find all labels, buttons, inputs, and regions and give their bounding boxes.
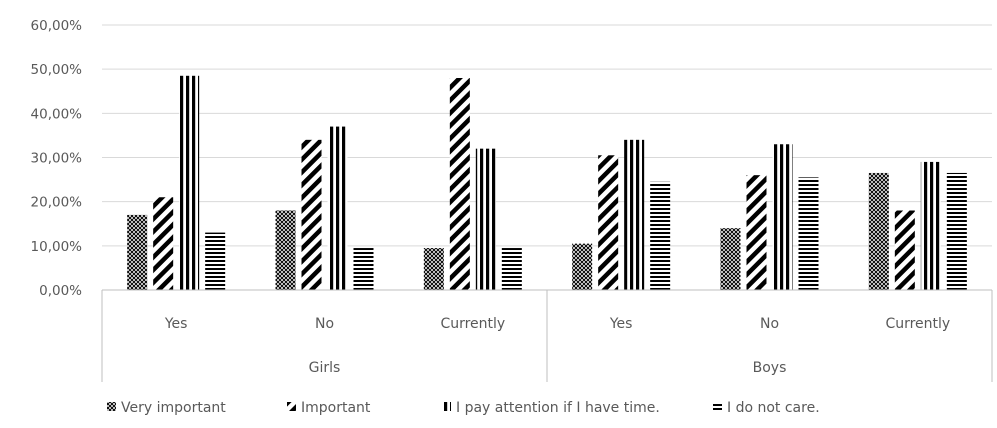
y-tick-label: 0,00%	[39, 283, 82, 299]
category-labels: Yes No Currently Yes No Currently Girls Boys	[164, 316, 950, 376]
legend-swatch	[287, 402, 296, 411]
y-tick-label: 60,00%	[31, 18, 83, 34]
y-tick-label: 50,00%	[31, 62, 83, 78]
bar-diagonal	[894, 210, 915, 290]
group-label: Girls	[309, 360, 341, 376]
legend-label: I do not care.	[727, 400, 820, 416]
legend-swatch	[442, 402, 451, 411]
legend-swatch	[713, 402, 722, 411]
y-tick-label: 10,00%	[31, 239, 83, 255]
category-label: Currently	[440, 316, 505, 332]
legend-label: I pay attention if I have time.	[456, 400, 660, 416]
legend-label: Very important	[121, 400, 226, 416]
legend-label: Important	[301, 400, 371, 416]
bar-horizontal	[650, 181, 671, 290]
bar-crosshatch	[572, 243, 593, 290]
bar-vertical	[475, 148, 496, 290]
bar-crosshatch	[720, 228, 741, 290]
bar-horizontal	[946, 172, 967, 290]
bar-horizontal	[205, 232, 226, 290]
bar-vertical	[179, 75, 200, 291]
bar-crosshatch	[127, 214, 148, 290]
bar-horizontal	[353, 248, 374, 290]
legend: Very important Important I pay attention i…	[107, 400, 820, 416]
bar-diagonal	[153, 197, 174, 290]
category-label: Currently	[885, 316, 950, 332]
bar-crosshatch	[275, 210, 296, 290]
bar-crosshatch	[868, 172, 889, 290]
bar-vertical	[920, 161, 941, 290]
bar-vertical	[772, 144, 793, 290]
bar-vertical	[327, 126, 348, 290]
bar-diagonal	[598, 155, 619, 290]
legend-swatch	[107, 402, 116, 411]
category-label: Yes	[609, 316, 633, 332]
bar-horizontal	[798, 177, 819, 290]
y-tick-label: 20,00%	[31, 195, 83, 211]
bar-crosshatch	[423, 248, 444, 290]
bar-vertical	[624, 139, 645, 290]
category-label: No	[315, 316, 334, 332]
bar-diagonal	[301, 139, 322, 290]
bar-horizontal	[501, 248, 522, 290]
bars	[127, 75, 967, 291]
x-axis	[101, 289, 993, 382]
y-axis-ticks: 0,00% 10,00% 20,00% 30,00% 40,00% 50,00% 60,00…	[31, 18, 83, 299]
bar-diagonal	[449, 78, 470, 290]
bar-diagonal	[746, 175, 767, 290]
category-label: No	[760, 316, 779, 332]
grid-lines	[102, 24, 992, 247]
y-tick-label: 30,00%	[31, 151, 83, 167]
category-label: Yes	[164, 316, 188, 332]
group-label: Boys	[753, 360, 787, 376]
y-tick-label: 40,00%	[31, 106, 83, 122]
